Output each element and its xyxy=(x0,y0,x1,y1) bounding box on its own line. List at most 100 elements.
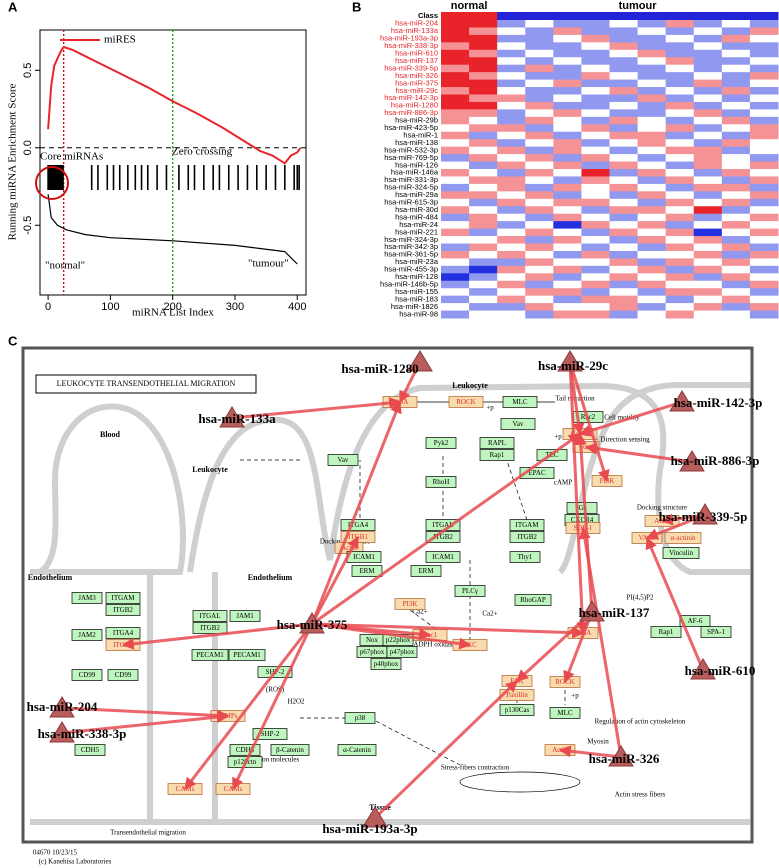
heat-cell xyxy=(609,228,639,237)
heat-cell xyxy=(441,213,470,222)
heat-cell xyxy=(693,64,723,73)
heat-cell xyxy=(469,243,498,252)
heat-cell xyxy=(665,20,695,28)
heat-cell xyxy=(665,139,695,148)
gene-box xyxy=(229,610,261,622)
heat-cell xyxy=(469,169,498,177)
heat-cell xyxy=(581,20,610,28)
heat-cell xyxy=(469,273,498,282)
heat-cell xyxy=(525,42,554,51)
heat-cell xyxy=(497,124,526,133)
heat-cell xyxy=(721,288,751,297)
gene-box xyxy=(700,626,732,638)
heat-cell xyxy=(525,27,554,36)
heat-cell xyxy=(693,228,723,237)
heat-cell xyxy=(609,146,639,155)
row-label: hsa-miR-30d xyxy=(395,205,438,214)
heat-cell xyxy=(553,273,582,282)
heat-cell xyxy=(665,213,695,222)
mirna-triangle xyxy=(608,745,634,767)
heat-cell xyxy=(581,27,610,36)
heat-cell xyxy=(581,94,610,103)
heat-cell xyxy=(441,94,470,103)
heat-cell xyxy=(637,258,667,267)
mirna-label: hsa-miR-326 xyxy=(589,751,660,766)
heat-cell xyxy=(609,310,639,319)
x-tick-label: 200 xyxy=(164,301,182,313)
heat-cell xyxy=(581,154,610,163)
heat-cell xyxy=(721,236,751,244)
heat-cell xyxy=(693,221,723,230)
heat-cell xyxy=(553,176,582,185)
heat-cell xyxy=(581,198,610,207)
gene-label: JAM3 xyxy=(78,594,96,602)
gene-box xyxy=(509,551,541,563)
gene-box xyxy=(425,476,457,488)
panel-label: B xyxy=(352,0,361,14)
gene-label: JAM2 xyxy=(78,631,96,639)
heat-cell xyxy=(441,280,470,289)
row-label: hsa-miR-98 xyxy=(399,309,438,318)
heat-cell xyxy=(665,49,695,58)
diagram-text: Cell motility xyxy=(604,414,640,422)
mirna-label: hsa-miR-142-3p xyxy=(674,395,763,410)
heat-cell xyxy=(721,176,751,185)
gene-label: p47phox xyxy=(390,648,415,656)
gene-box xyxy=(71,629,103,641)
heat-cell xyxy=(581,146,610,155)
heat-cell xyxy=(553,139,582,148)
heat-cell xyxy=(553,20,582,28)
heat-cell xyxy=(749,243,779,252)
heat-cell xyxy=(721,49,751,58)
heat-cell xyxy=(525,94,554,103)
mirna-triangle xyxy=(299,612,325,634)
heat-cell xyxy=(553,161,582,170)
heat-cell xyxy=(441,131,470,140)
heat-cell xyxy=(553,64,582,73)
heat-cell xyxy=(581,72,610,81)
heat-cell xyxy=(441,124,470,133)
gene-box xyxy=(340,519,376,531)
gene-box xyxy=(448,396,484,408)
heat-cell xyxy=(749,303,779,312)
mirna-label: hsa-miR-29c xyxy=(538,358,608,373)
heat-cell xyxy=(497,94,526,103)
heat-cell xyxy=(469,27,498,36)
heat-cell xyxy=(749,169,779,177)
heat-cell xyxy=(693,131,723,140)
heat-cell xyxy=(693,213,723,222)
heat-cell xyxy=(497,258,526,267)
heat-cell xyxy=(665,183,695,192)
heat-cell xyxy=(637,131,667,140)
annotation: "normal" xyxy=(45,260,85,272)
gene-box xyxy=(499,704,535,716)
heat-cell xyxy=(665,161,695,170)
heat-cell xyxy=(693,20,723,28)
mirna-triangle xyxy=(557,350,583,372)
gene-label: SPA-1 xyxy=(707,628,726,636)
heat-cell xyxy=(497,265,526,274)
heat-cell xyxy=(525,49,554,58)
heat-cell xyxy=(553,101,582,110)
heat-cell xyxy=(665,57,695,66)
gene-label: Pyk2 xyxy=(434,439,449,447)
heat-cell xyxy=(441,236,470,244)
heat-cell xyxy=(637,295,667,304)
gene-label: CXCR4 xyxy=(571,516,594,524)
heat-cell xyxy=(525,198,554,207)
gene-label: Rap1 xyxy=(490,451,505,459)
gene-box xyxy=(502,396,538,408)
heat-cell xyxy=(469,94,498,103)
mirna-triangle xyxy=(690,658,716,680)
heat-cell xyxy=(441,250,470,259)
class-cell xyxy=(553,12,582,20)
heat-cell xyxy=(609,131,639,140)
heat-cell xyxy=(441,139,470,148)
heat-cell xyxy=(553,131,582,140)
heat-cell xyxy=(693,154,723,163)
heat-cell xyxy=(553,221,582,230)
heat-cell xyxy=(441,72,470,81)
heat-cell xyxy=(721,139,751,148)
heat-cell xyxy=(665,101,695,110)
heat-cell xyxy=(441,198,470,207)
